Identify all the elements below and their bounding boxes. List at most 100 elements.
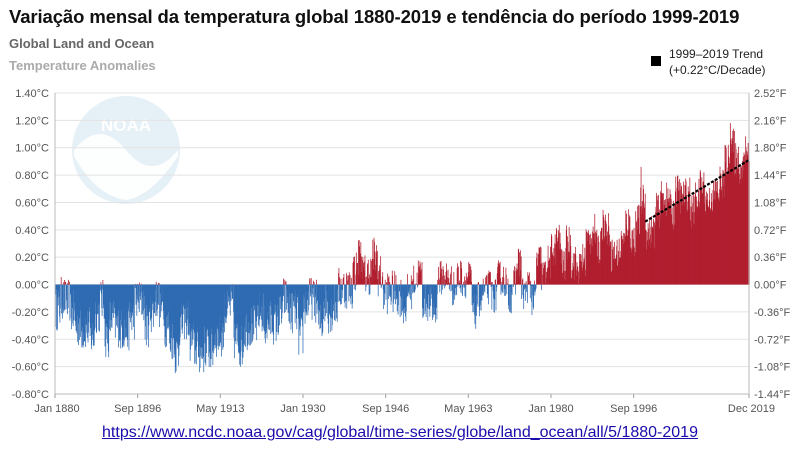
monthly-anomaly-bar xyxy=(87,284,89,343)
monthly-anomaly-bar xyxy=(452,284,454,299)
monthly-anomaly-bar xyxy=(160,284,162,294)
monthly-anomaly-bar xyxy=(401,284,403,311)
monthly-anomaly-bar xyxy=(274,284,275,304)
monthly-anomaly-bar xyxy=(581,267,583,285)
monthly-anomaly-bar xyxy=(56,284,57,330)
monthly-anomaly-bar xyxy=(443,275,445,285)
monthly-anomaly-bar xyxy=(74,284,75,311)
monthly-anomaly-bar xyxy=(505,284,506,296)
monthly-anomaly-bar xyxy=(381,283,383,285)
monthly-anomaly-bar xyxy=(500,284,502,291)
monthly-anomaly-bar xyxy=(432,284,434,318)
monthly-anomaly-bar xyxy=(689,209,690,285)
monthly-anomaly-bar xyxy=(286,284,287,310)
monthly-anomaly-bar xyxy=(520,270,522,285)
monthly-anomaly-bar xyxy=(288,284,289,297)
monthly-anomaly-bar xyxy=(174,284,176,374)
monthly-anomaly-bar xyxy=(303,284,305,313)
monthly-anomaly-bar xyxy=(256,284,258,305)
monthly-anomaly-bar xyxy=(187,284,189,335)
monthly-anomaly-bar xyxy=(247,284,248,346)
monthly-anomaly-bar xyxy=(255,284,256,328)
monthly-anomaly-bar xyxy=(578,271,580,285)
monthly-anomaly-bar xyxy=(553,257,555,285)
monthly-anomaly-bar xyxy=(615,254,617,285)
monthly-anomaly-bar xyxy=(168,284,170,330)
monthly-anomaly-bar xyxy=(735,143,737,285)
monthly-anomaly-bar xyxy=(337,284,339,303)
monthly-anomaly-bar xyxy=(164,284,166,348)
monthly-anomaly-bar xyxy=(546,267,548,285)
monthly-anomaly-bar xyxy=(388,284,390,296)
monthly-anomaly-bar xyxy=(159,284,161,318)
monthly-anomaly-bar xyxy=(226,284,228,316)
monthly-anomaly-bar xyxy=(61,284,62,314)
monthly-anomaly-bar xyxy=(271,284,273,333)
monthly-anomaly-bar xyxy=(56,284,58,331)
monthly-anomaly-bar xyxy=(682,193,683,285)
monthly-anomaly-bar xyxy=(264,284,265,306)
monthly-anomaly-bar xyxy=(576,262,578,285)
legend-trend-swatch xyxy=(651,56,661,66)
monthly-anomaly-bar xyxy=(62,284,64,309)
monthly-anomaly-bar xyxy=(679,213,681,285)
monthly-anomaly-bar xyxy=(701,192,703,285)
monthly-anomaly-bar xyxy=(661,192,663,285)
monthly-anomaly-bar xyxy=(112,284,114,302)
monthly-anomaly-bar xyxy=(746,161,748,285)
monthly-anomaly-bar xyxy=(496,273,498,285)
monthly-anomaly-bar xyxy=(675,191,676,285)
monthly-anomaly-bar xyxy=(631,248,632,285)
monthly-anomaly-bar xyxy=(95,284,96,315)
monthly-anomaly-bar xyxy=(291,284,293,294)
monthly-anomaly-bar xyxy=(236,284,237,324)
monthly-anomaly-bar xyxy=(273,284,274,345)
monthly-anomaly-bar xyxy=(289,284,291,324)
monthly-anomaly-bar xyxy=(93,284,95,343)
monthly-anomaly-bar xyxy=(257,284,259,306)
monthly-anomaly-bar xyxy=(472,284,473,297)
monthly-anomaly-bar xyxy=(321,284,323,337)
monthly-anomaly-bar xyxy=(453,272,455,285)
monthly-anomaly-bar xyxy=(338,273,339,285)
monthly-anomaly-bar xyxy=(172,284,174,324)
monthly-anomaly-bar xyxy=(467,280,469,285)
monthly-anomaly-bar xyxy=(74,284,76,322)
monthly-anomaly-bar xyxy=(502,284,504,294)
monthly-anomaly-bar xyxy=(138,284,140,312)
monthly-anomaly-bar xyxy=(210,284,212,359)
monthly-anomaly-bar xyxy=(144,284,146,309)
monthly-anomaly-bar xyxy=(354,274,356,285)
monthly-anomaly-bar xyxy=(611,271,613,285)
monthly-anomaly-bar xyxy=(635,211,637,285)
monthly-anomaly-bar xyxy=(541,263,543,285)
monthly-anomaly-bar xyxy=(337,284,339,290)
monthly-anomaly-bar xyxy=(415,283,417,285)
monthly-anomaly-bar xyxy=(532,284,534,307)
monthly-anomaly-bar xyxy=(479,284,480,317)
monthly-anomaly-bar xyxy=(128,284,130,318)
monthly-anomaly-bar xyxy=(572,253,574,285)
monthly-anomaly-bar xyxy=(341,284,343,299)
monthly-anomaly-bar xyxy=(593,234,594,285)
monthly-anomaly-bar xyxy=(490,284,492,287)
monthly-anomaly-bar xyxy=(176,284,177,343)
x-tick-label: Sep 1896 xyxy=(114,403,161,415)
monthly-anomaly-bar xyxy=(503,266,504,285)
monthly-anomaly-bar xyxy=(270,284,272,335)
monthly-anomaly-bar xyxy=(544,265,546,285)
monthly-anomaly-bar xyxy=(563,270,565,285)
monthly-anomaly-bar xyxy=(450,272,452,285)
monthly-anomaly-bar xyxy=(705,210,706,285)
monthly-anomaly-bar xyxy=(496,284,497,292)
monthly-anomaly-bar xyxy=(294,284,296,297)
monthly-anomaly-bar xyxy=(692,212,694,285)
monthly-anomaly-bar xyxy=(94,284,96,328)
monthly-anomaly-bar xyxy=(169,284,171,326)
y-tick-label-celsius: 0.60°C xyxy=(15,197,49,209)
monthly-anomaly-bar xyxy=(426,284,427,301)
source-link[interactable]: https://www.ncdc.noaa.gov/cag/global/tim… xyxy=(102,424,698,441)
monthly-anomaly-bar xyxy=(202,284,204,357)
monthly-anomaly-bar xyxy=(375,252,377,285)
